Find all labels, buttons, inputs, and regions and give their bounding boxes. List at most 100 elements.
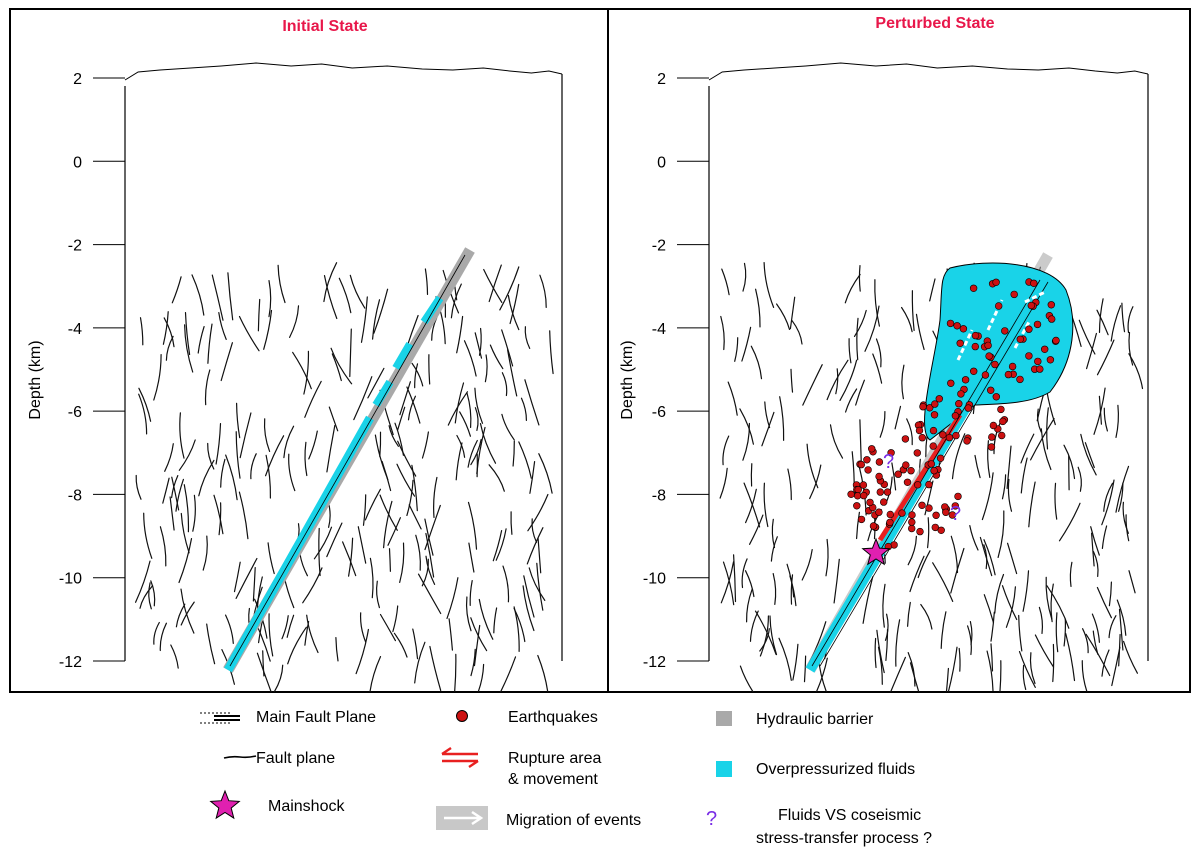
- mainshock-star: [861, 537, 891, 566]
- minor-fault: [218, 502, 222, 536]
- minor-fault: [1036, 408, 1042, 433]
- minor-fault: [202, 535, 208, 571]
- minor-fault: [425, 555, 436, 585]
- minor-fault: [164, 443, 174, 472]
- minor-fault: [507, 349, 518, 397]
- minor-fault: [1128, 331, 1134, 366]
- earthquake-event: [925, 480, 933, 489]
- minor-fault: [466, 392, 472, 428]
- earthquake-event: [1004, 370, 1013, 379]
- minor-fault: [764, 401, 771, 429]
- minor-fault: [1101, 649, 1110, 677]
- minor-fault: [1092, 551, 1099, 577]
- earthquake-event: [948, 511, 957, 519]
- minor-fault: [528, 567, 546, 601]
- minor-fault: [754, 610, 777, 655]
- minor-fault: [162, 477, 170, 504]
- legend-migration: Migration of events: [506, 812, 641, 829]
- minor-fault: [467, 439, 478, 468]
- minor-fault: [1052, 643, 1055, 683]
- minor-fault: [512, 440, 515, 467]
- minor-fault: [235, 431, 241, 479]
- minor-fault: [734, 337, 739, 362]
- minor-fault: [501, 413, 515, 441]
- minor-fault: [218, 312, 227, 340]
- earthquake-event: [935, 395, 943, 403]
- earthquake-event: [925, 404, 934, 412]
- earthquake-event: [959, 325, 968, 333]
- minor-fault: [845, 388, 858, 413]
- earthquake-event: [951, 502, 959, 510]
- minor-fault: [448, 618, 453, 651]
- minor-fault: [776, 303, 791, 330]
- left-cross-section: [135, 247, 554, 692]
- minor-fault: [465, 596, 472, 632]
- earthquake-event: [908, 518, 916, 526]
- minor-fault: [236, 402, 241, 439]
- minor-fault: [313, 526, 333, 560]
- minor-fault: [1046, 585, 1070, 629]
- minor-fault: [987, 440, 991, 478]
- minor-fault: [874, 637, 877, 669]
- minor-fault: [1077, 466, 1082, 492]
- minor-fault: [1118, 482, 1124, 512]
- minor-fault: [1115, 465, 1130, 513]
- minor-fault: [415, 534, 421, 571]
- earthquake-event: [987, 443, 996, 451]
- minor-fault: [150, 580, 156, 607]
- minor-fault: [425, 532, 435, 578]
- minor-fault: [424, 504, 441, 551]
- earthquake-event: [1036, 365, 1044, 373]
- earthquake-event: [1052, 336, 1060, 345]
- minor-fault: [281, 615, 289, 640]
- minor-fault: [204, 369, 211, 406]
- earthquake-event: [902, 461, 910, 469]
- minor-fault: [1101, 479, 1115, 526]
- earthquake-event: [952, 431, 960, 440]
- minor-fault: [884, 613, 889, 641]
- minor-fault: [524, 379, 540, 426]
- legend-mainshock: Mainshock: [268, 798, 345, 815]
- earthquake-event: [929, 442, 937, 450]
- minor-fault: [1046, 407, 1049, 450]
- depth-tick-label: -10: [643, 571, 666, 588]
- minor-fault: [238, 315, 260, 352]
- earthquake-legend-icon: [456, 710, 468, 722]
- minor-fault: [1116, 599, 1127, 636]
- minor-fault: [755, 288, 761, 328]
- minor-fault: [379, 494, 398, 531]
- minor-fault: [483, 268, 503, 303]
- minor-fault: [360, 296, 368, 343]
- minor-fault: [990, 611, 995, 642]
- minor-fault: [184, 312, 191, 356]
- minor-fault: [306, 614, 319, 654]
- minor-fault: [1091, 532, 1095, 567]
- minor-fault: [950, 535, 959, 574]
- minor-fault: [335, 637, 339, 662]
- minor-fault: [864, 305, 880, 352]
- minor-fault: [153, 621, 160, 645]
- earthquake-event: [1034, 357, 1042, 366]
- minor-fault: [1128, 570, 1136, 594]
- minor-fault: [538, 453, 553, 494]
- minor-fault: [770, 536, 778, 562]
- minor-fault: [238, 491, 249, 540]
- minor-fault: [227, 272, 234, 321]
- minor-fault: [1118, 608, 1124, 651]
- earthquake-event: [994, 302, 1003, 310]
- minor-fault: [287, 626, 307, 665]
- earthquake-event: [936, 454, 945, 462]
- minor-fault: [862, 576, 874, 624]
- minor-fault: [786, 563, 795, 598]
- minor-fault: [1030, 418, 1055, 461]
- minor-fault: [178, 538, 193, 584]
- earthquake-event: [1001, 327, 1009, 335]
- minor-fault: [456, 315, 464, 354]
- minor-fault: [1078, 319, 1096, 355]
- minor-fault: [206, 623, 216, 665]
- minor-fault: [349, 328, 352, 378]
- minor-fault: [162, 311, 169, 345]
- minor-fault: [479, 423, 497, 464]
- minor-fault: [376, 580, 380, 609]
- earthquake-event: [954, 492, 962, 501]
